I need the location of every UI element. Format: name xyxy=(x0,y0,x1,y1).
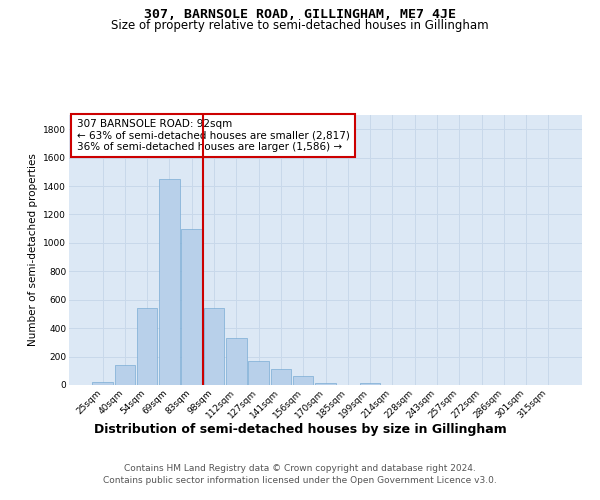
Bar xyxy=(226,338,247,385)
Y-axis label: Number of semi-detached properties: Number of semi-detached properties xyxy=(28,154,38,346)
Text: Contains public sector information licensed under the Open Government Licence v3: Contains public sector information licen… xyxy=(103,476,497,485)
Text: 307, BARNSOLE ROAD, GILLINGHAM, ME7 4JE: 307, BARNSOLE ROAD, GILLINGHAM, ME7 4JE xyxy=(144,8,456,20)
Text: 307 BARNSOLE ROAD: 92sqm
← 63% of semi-detached houses are smaller (2,817)
36% o: 307 BARNSOLE ROAD: 92sqm ← 63% of semi-d… xyxy=(77,119,350,152)
Bar xyxy=(315,383,336,385)
Bar xyxy=(204,308,224,385)
Bar xyxy=(159,179,180,385)
Bar xyxy=(137,308,157,385)
Bar xyxy=(181,228,202,385)
Bar xyxy=(115,365,135,385)
Bar xyxy=(248,361,269,385)
Bar xyxy=(92,382,113,385)
Bar xyxy=(271,370,291,385)
Bar xyxy=(293,376,313,385)
Text: Distribution of semi-detached houses by size in Gillingham: Distribution of semi-detached houses by … xyxy=(94,422,506,436)
Text: Size of property relative to semi-detached houses in Gillingham: Size of property relative to semi-detach… xyxy=(111,19,489,32)
Text: Contains HM Land Registry data © Crown copyright and database right 2024.: Contains HM Land Registry data © Crown c… xyxy=(124,464,476,473)
Bar xyxy=(360,383,380,385)
